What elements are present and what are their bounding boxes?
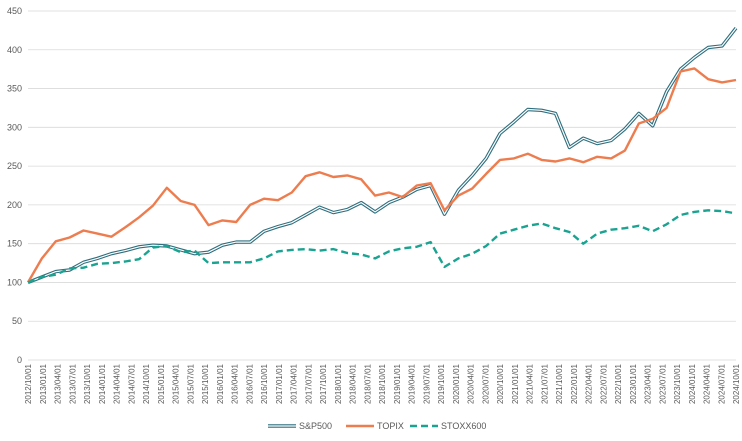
x-tick-label: 2017/10/01	[319, 363, 328, 404]
x-tick-label: 2017/07/01	[304, 363, 313, 404]
x-tick-label: 2017/01/01	[275, 363, 284, 404]
series-line-sp500-inner	[27, 27, 737, 283]
y-tick-label: 0	[17, 355, 22, 365]
x-tick-label: 2018/01/01	[334, 363, 343, 404]
x-tick-label: 2019/04/01	[408, 363, 417, 404]
x-tick-label: 2024/01/01	[688, 363, 697, 404]
x-tick-label: 2014/07/01	[127, 363, 136, 404]
x-tick-label: 2018/10/01	[378, 363, 387, 404]
x-tick-label: 2020/07/01	[481, 363, 490, 404]
legend-label-topix: TOPIX	[377, 421, 404, 431]
x-tick-label: 2018/04/01	[349, 363, 358, 404]
x-tick-label: 2024/07/01	[717, 363, 726, 404]
x-tick-label: 2014/01/01	[98, 363, 107, 404]
series-line-topix	[26, 67, 737, 284]
x-tick-label: 2015/01/01	[157, 363, 166, 404]
y-tick-label: 450	[7, 6, 22, 16]
x-tick-label: 2022/04/01	[585, 363, 594, 404]
x-tick-label: 2023/10/01	[673, 363, 682, 404]
x-tick-label: 2023/07/01	[658, 363, 667, 404]
x-axis-ticks: 2012/10/01 2013/01/01 2013/04/01 2013/07/01…	[24, 363, 741, 404]
x-tick-label: 2020/01/01	[452, 363, 461, 404]
legend: S&P500 TOPIX STOXX600	[268, 421, 486, 431]
x-tick-label: 2015/07/01	[186, 363, 195, 404]
x-tick-label: 2020/10/01	[496, 363, 505, 404]
x-tick-label: 2014/10/01	[142, 363, 151, 404]
x-tick-label: 2024/10/01	[732, 363, 741, 404]
x-tick-label: 2016/10/01	[260, 363, 269, 404]
x-tick-label: 2022/01/01	[570, 363, 579, 404]
x-tick-label: 2021/10/01	[555, 363, 564, 404]
x-tick-label: 2024/04/01	[703, 363, 712, 404]
x-tick-label: 2021/01/01	[511, 363, 520, 404]
legend-label-sp500: S&P500	[299, 421, 332, 431]
x-tick-label: 2019/07/01	[422, 363, 431, 404]
x-tick-label: 2023/04/01	[644, 363, 653, 404]
series-lines	[26, 27, 738, 284]
x-tick-label: 2022/10/01	[614, 363, 623, 404]
series-line-stoxx600	[27, 209, 737, 284]
y-tick-label: 300	[7, 122, 22, 132]
y-tick-label: 200	[7, 200, 22, 210]
x-tick-label: 2016/07/01	[245, 363, 254, 404]
x-tick-label: 2020/04/01	[467, 363, 476, 404]
x-tick-label: 2022/07/01	[599, 363, 608, 404]
legend-label-stoxx600: STOXX600	[441, 421, 486, 431]
x-tick-label: 2017/04/01	[290, 363, 299, 404]
x-tick-label: 2015/10/01	[201, 363, 210, 404]
gridlines	[28, 10, 736, 361]
series-line-sp500	[27, 27, 738, 284]
y-tick-label: 250	[7, 161, 22, 171]
y-axis-ticks: 0 50 100 150 200 250 300 350 400 450	[7, 6, 22, 365]
x-tick-label: 2021/04/01	[526, 363, 535, 404]
x-tick-label: 2013/04/01	[54, 363, 63, 404]
x-tick-label: 2021/07/01	[540, 363, 549, 404]
x-tick-label: 2014/04/01	[113, 363, 122, 404]
x-tick-label: 2015/04/01	[172, 363, 181, 404]
y-tick-label: 100	[7, 277, 22, 287]
x-tick-label: 2019/10/01	[437, 363, 446, 404]
x-tick-label: 2018/07/01	[363, 363, 372, 404]
x-tick-label: 2013/07/01	[68, 363, 77, 404]
x-tick-label: 2023/01/01	[629, 363, 638, 404]
x-tick-label: 2013/01/01	[39, 363, 48, 404]
x-tick-label: 2019/01/01	[393, 363, 402, 404]
y-tick-label: 350	[7, 84, 22, 94]
x-tick-label: 2013/10/01	[83, 363, 92, 404]
y-tick-label: 400	[7, 45, 22, 55]
x-tick-label: 2016/01/01	[216, 363, 225, 404]
x-tick-label: 2012/10/01	[24, 363, 33, 404]
y-tick-label: 50	[12, 316, 22, 326]
x-tick-label: 2016/04/01	[231, 363, 240, 404]
y-tick-label: 150	[7, 239, 22, 249]
